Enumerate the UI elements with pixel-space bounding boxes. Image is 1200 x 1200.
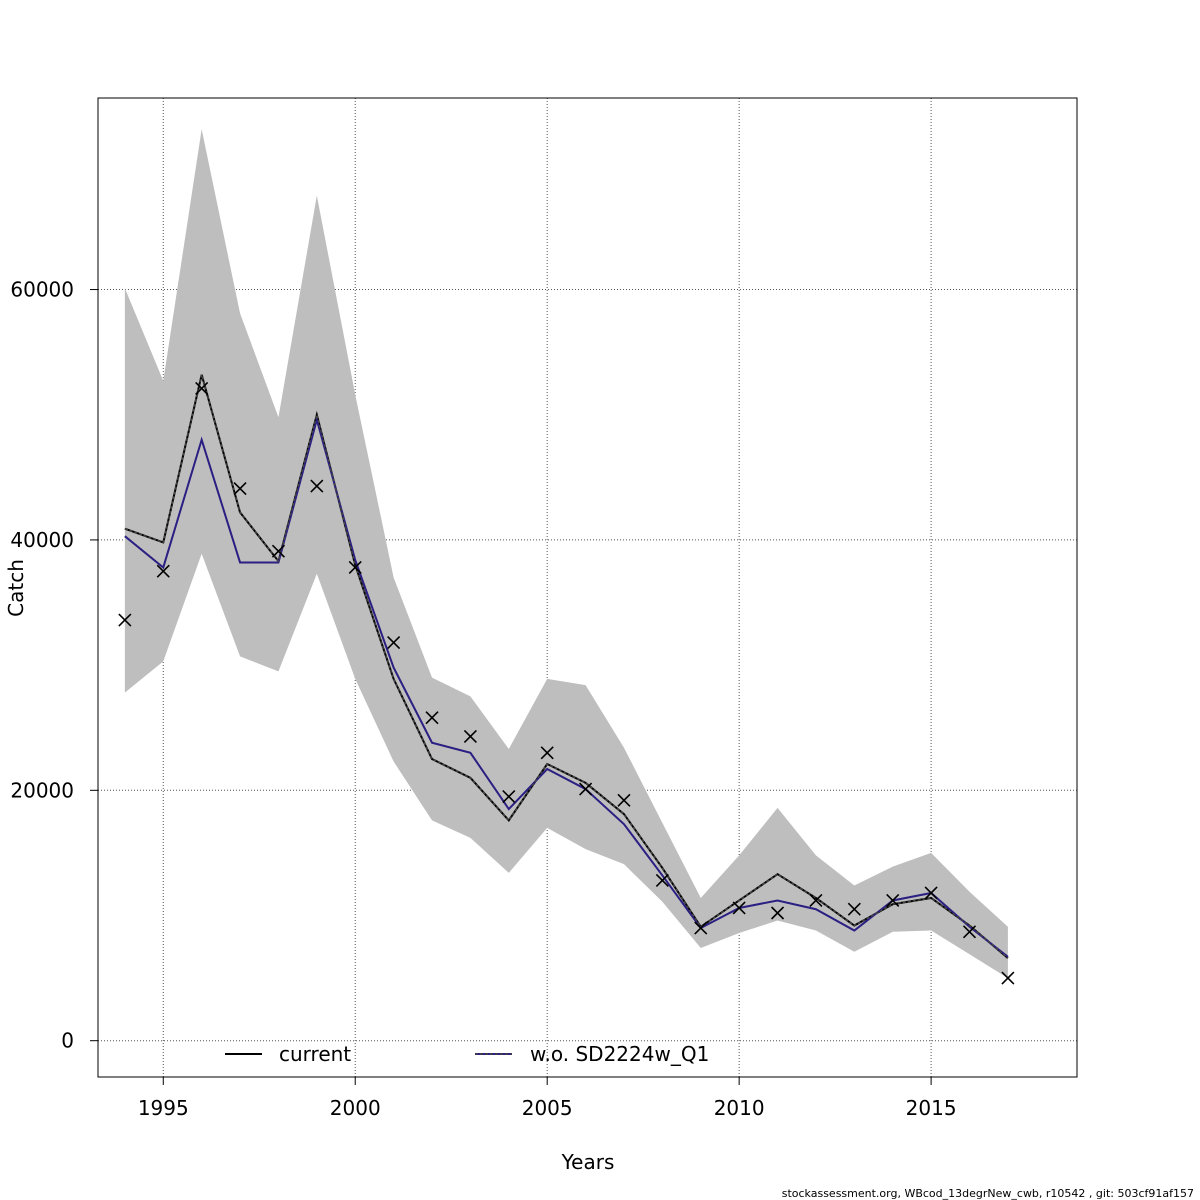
observed-point — [195, 381, 209, 396]
observed-point — [962, 925, 977, 939]
x-tick-label: 1995 — [138, 1096, 189, 1120]
observed-point — [540, 746, 554, 760]
y-tick-label: 60000 — [10, 278, 74, 302]
observed-point — [156, 564, 170, 578]
observed-point — [847, 902, 861, 916]
observed-point — [809, 893, 823, 908]
x-tick-label: 2010 — [714, 1096, 765, 1120]
x-tick-label: 2015 — [906, 1096, 957, 1120]
observed-point — [579, 782, 593, 796]
observed-point — [463, 729, 477, 744]
series-line-wo-sd2224w-q1 — [124, 415, 1009, 958]
observed-point — [924, 886, 938, 900]
series-lines — [124, 374, 1009, 959]
legend-label-wo-sd2224w-q1: w.o. SD2224w_Q1 — [530, 1042, 709, 1066]
x-axis: 1995 2000 2005 2010 2015 — [138, 1077, 957, 1120]
x-tick-label: 2005 — [522, 1096, 573, 1120]
y-tick-label: 40000 — [10, 528, 74, 552]
observed-point — [271, 544, 286, 558]
observed-point — [1001, 971, 1015, 985]
observed-points — [118, 381, 1015, 985]
x-tick-label: 2000 — [330, 1096, 381, 1120]
x-axis-title: Years — [561, 1150, 615, 1174]
legend: current w.o. SD2224w_Q1 — [225, 1042, 709, 1066]
observed-point — [348, 560, 362, 575]
y-axis: 0 20000 40000 60000 — [10, 278, 98, 1053]
y-tick-label: 20000 — [10, 778, 74, 802]
confidence-band-area — [124, 129, 1008, 979]
confidence-band — [124, 129, 1008, 979]
observed-point — [502, 790, 516, 804]
y-axis-title: Catch — [4, 559, 28, 617]
observed-point — [233, 482, 247, 496]
observed-point — [310, 479, 324, 493]
observed-point — [617, 793, 631, 807]
observed-point — [118, 613, 132, 627]
observed-point — [732, 901, 746, 915]
observed-point — [425, 711, 439, 725]
observed-point — [655, 873, 669, 888]
observed-point — [770, 906, 785, 920]
series-line-current-dotted — [124, 374, 1009, 959]
observed-point — [387, 636, 401, 650]
observed-point — [886, 893, 900, 908]
footer-note: stockassessment.org, WBcod_13degrNew_cwb… — [782, 1187, 1194, 1200]
y-tick-label: 0 — [61, 1029, 74, 1053]
observed-point — [694, 921, 708, 935]
legend-label-current: current — [279, 1042, 351, 1066]
plot-frame — [97, 97, 1078, 1078]
